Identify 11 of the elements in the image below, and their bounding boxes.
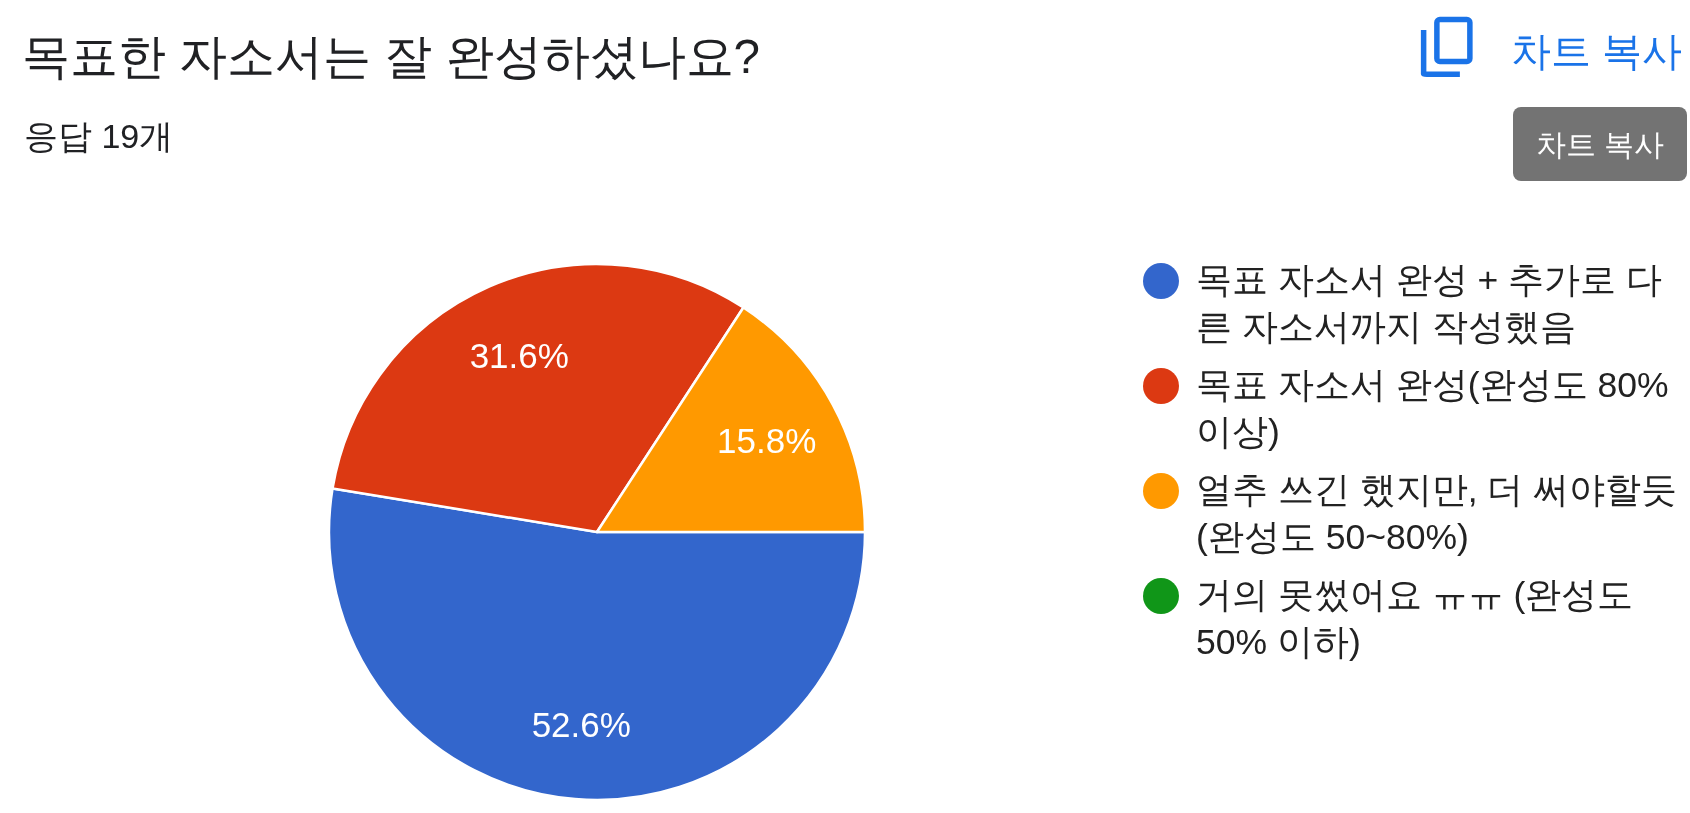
legend-label: 목표 자소서 완성 + 추가로 다른 자소서까지 작성했음 xyxy=(1196,259,1664,349)
chart-title: 목표한 자소서는 잘 완성하셨나요? xyxy=(22,30,761,83)
legend-label: 얼추 쓰긴 했지만, 더 써야할듯(완성도 50~80%) xyxy=(1196,469,1679,559)
chart-subtitle: 응답 19개 xyxy=(24,117,174,155)
text: 차트 복사 xyxy=(1535,127,1665,161)
legend-label: 거의 못썼어요 ㅠㅠ (완성도 50% 이하) xyxy=(1196,574,1635,664)
text: 차트 복사 xyxy=(1510,29,1682,73)
data-label: 15.8% xyxy=(717,420,817,460)
legend-label: 목표 자소서 완성(완성도 80% 이상) xyxy=(1196,364,1670,454)
data-label: 52.6% xyxy=(531,704,631,744)
data-label: 31.6% xyxy=(469,335,569,375)
